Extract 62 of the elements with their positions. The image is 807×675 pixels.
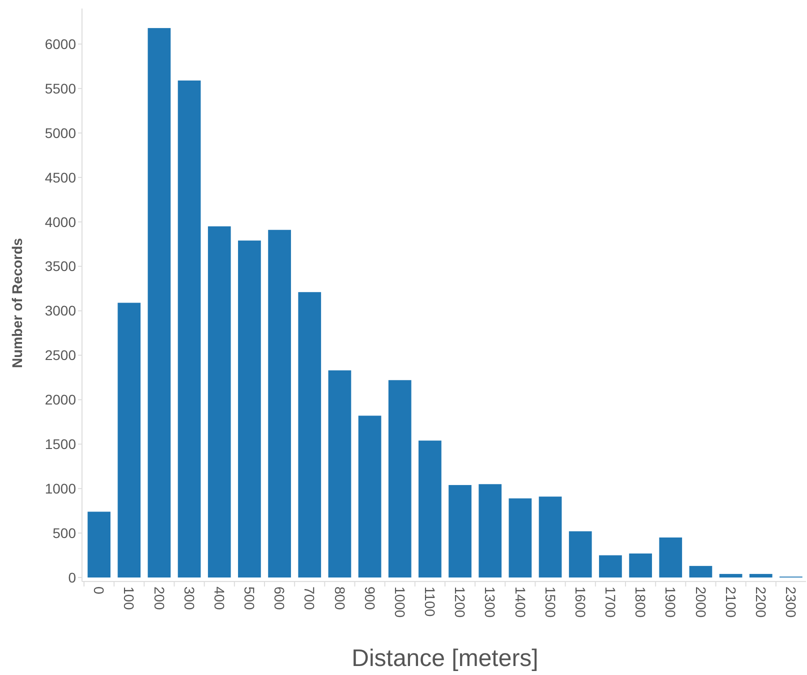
bar (418, 440, 442, 578)
x-tick-label: 1300 (482, 586, 498, 618)
x-tick-label: 1500 (542, 586, 558, 618)
x-tick-label: 1100 (422, 586, 438, 617)
x-tick-label: 1000 (392, 586, 408, 618)
bar (388, 380, 412, 578)
x-tick-label: 2200 (752, 586, 769, 618)
bar (749, 574, 772, 578)
x-axis-title: Distance [meters] (352, 645, 538, 672)
x-tick-label: 2000 (692, 586, 709, 618)
bar (268, 230, 291, 578)
y-tick-label: 2000 (44, 392, 76, 408)
x-tick-label: 1900 (662, 586, 679, 618)
x-tick-label: 0 (91, 586, 108, 594)
y-tick-label: 3000 (44, 302, 76, 319)
y-tick-label: 1500 (44, 436, 76, 452)
x-tick-label: 1600 (572, 586, 588, 618)
y-tick-label: 2500 (44, 347, 76, 364)
y-tick-label: 1000 (44, 480, 76, 496)
y-tick-label: 5500 (44, 80, 76, 96)
y-tick-label: 5000 (44, 124, 76, 141)
bar (508, 498, 532, 578)
bar (599, 555, 622, 578)
bar (148, 28, 171, 578)
x-tick-label: 2100 (722, 586, 739, 618)
y-tick-label: 0 (68, 569, 76, 586)
y-tick-label: 500 (52, 524, 76, 541)
bar (719, 574, 742, 578)
bar (118, 302, 141, 578)
x-tick-label: 600 (272, 586, 288, 610)
bar (629, 553, 652, 578)
x-tick-label: 1700 (602, 586, 619, 618)
bar (448, 485, 472, 578)
y-axis-title: Number of Records (9, 238, 25, 368)
x-tick-label: 1200 (452, 586, 468, 618)
bar (88, 512, 110, 578)
x-tick-label: 1400 (512, 586, 528, 618)
x-tick-label: 400 (211, 586, 228, 610)
bar (208, 226, 231, 578)
x-tick-label: 2300 (783, 586, 800, 618)
x-tick-label: 500 (242, 586, 258, 610)
y-tick-label: 6000 (44, 36, 76, 52)
bar (298, 292, 322, 578)
bar (178, 80, 201, 578)
bar (568, 531, 592, 578)
x-tick-label: 200 (151, 586, 168, 610)
bar (538, 496, 562, 578)
y-tick-label: 3500 (44, 258, 76, 274)
x-tick-label: 300 (181, 586, 198, 610)
bar (659, 537, 682, 578)
y-tick-label: 4000 (44, 214, 76, 230)
x-tick-label: 900 (362, 586, 378, 610)
y-tick-label: 4500 (44, 169, 76, 186)
x-tick-label: 1800 (632, 586, 649, 618)
bar (328, 370, 352, 578)
x-tick-label: 800 (332, 586, 348, 610)
x-tick-label: 700 (302, 586, 318, 610)
bar (238, 240, 261, 578)
bar (478, 484, 502, 578)
bar (689, 566, 712, 578)
bar (358, 416, 382, 578)
x-tick-label: 100 (121, 586, 138, 610)
